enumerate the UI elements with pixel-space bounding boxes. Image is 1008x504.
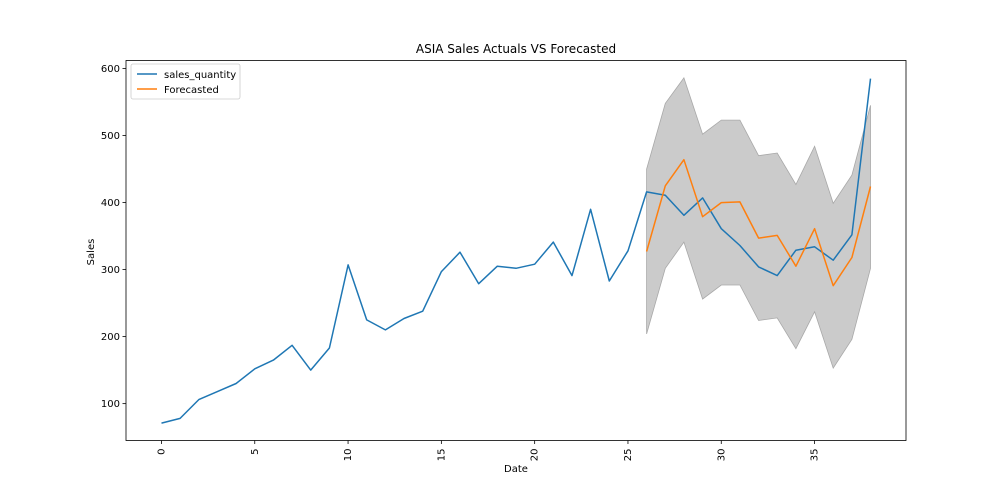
x-tick-label: 20	[530, 449, 541, 462]
x-tick-label: 5	[250, 449, 261, 455]
x-tick-label: 15	[436, 449, 447, 462]
legend: sales_quantity Forecasted	[130, 63, 241, 100]
y-tick-label: 500	[101, 131, 120, 142]
x-tick-label: 25	[623, 449, 634, 462]
y-tick-label: 100	[101, 399, 120, 410]
y-tick-label: 400	[101, 198, 120, 209]
x-tick-label: 35	[810, 449, 821, 462]
x-tick-label: 0	[156, 449, 167, 455]
plot-frame	[125, 60, 907, 441]
x-axis-ticks: 0 5 10 15 20 25 30 35	[156, 440, 821, 462]
plot-content	[161, 77, 872, 424]
y-tick-label: 300	[101, 265, 120, 276]
y-tick-label: 600	[101, 64, 120, 75]
y-axis-label: Sales	[86, 239, 97, 266]
legend-label-sales-quantity: sales_quantity	[164, 70, 236, 81]
x-tick-label: 30	[716, 449, 727, 462]
x-axis-label: Date	[504, 464, 528, 475]
y-axis-ticks: 100 200 300 400 500 600	[101, 64, 126, 410]
legend-label-forecasted: Forecasted	[164, 85, 219, 96]
confidence-band	[646, 77, 871, 370]
y-tick-label: 200	[101, 332, 120, 343]
x-tick-label: 10	[343, 449, 354, 462]
legend-box	[130, 63, 241, 100]
chart-title: ASIA Sales Actuals VS Forecasted	[416, 42, 616, 56]
